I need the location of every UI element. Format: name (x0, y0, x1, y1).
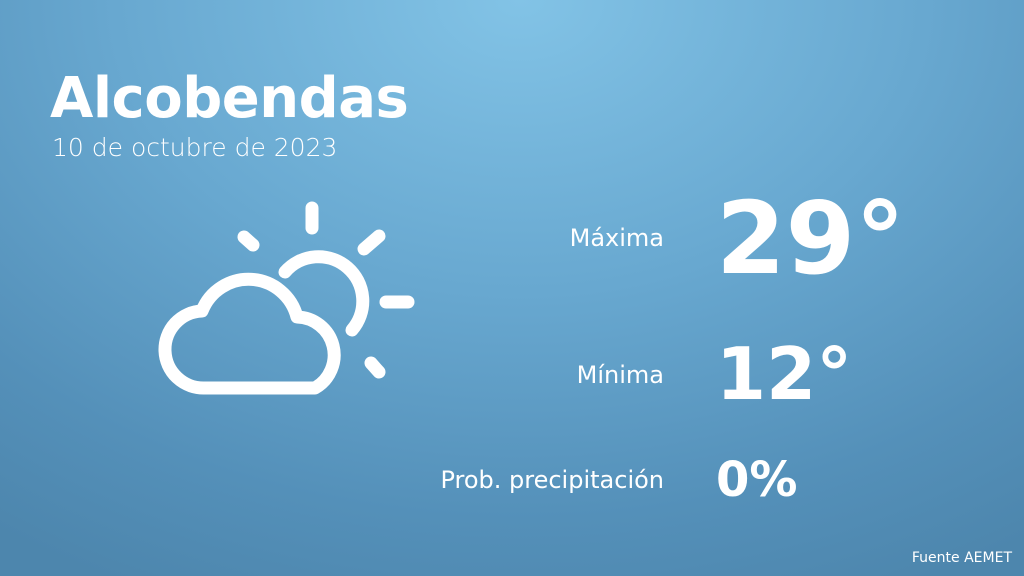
precip-label: Prob. precipitación (440, 466, 664, 494)
forecast-date: 10 de octubre de 2023 (52, 133, 338, 162)
source-credit: Fuente AEMET (911, 550, 1012, 566)
sun-arc (278, 250, 370, 337)
cloud-outline (158, 272, 341, 395)
sun-ray (237, 230, 260, 252)
city-title: Alcobendas (50, 66, 409, 131)
precip-value: 0% (716, 452, 798, 508)
max-label: Máxima (569, 224, 664, 252)
min-value: 12° (716, 332, 853, 416)
max-value: 29° (716, 180, 906, 297)
sun-ray (357, 229, 386, 256)
min-label: Mínima (576, 361, 664, 389)
sun-ray (364, 356, 386, 379)
